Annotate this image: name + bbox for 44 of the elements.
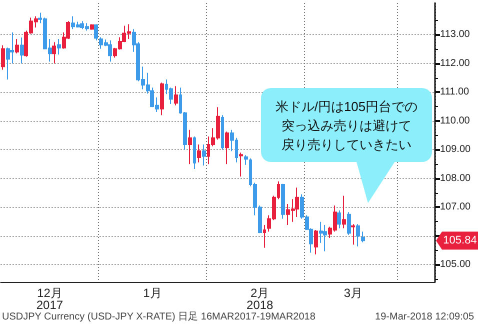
candlestick xyxy=(225,131,229,165)
candlestick xyxy=(323,224,327,252)
y-tick-label: 107.00 xyxy=(440,202,472,213)
candlestick xyxy=(281,183,285,220)
candlestick xyxy=(90,24,94,30)
text: 19-Mar-2018 12:09:05 xyxy=(375,312,474,322)
candlestick xyxy=(342,195,346,229)
candlestick xyxy=(202,144,206,166)
x-tick-label: 12月 2017 xyxy=(36,286,64,312)
candlestick xyxy=(57,38,61,55)
candlestick xyxy=(188,129,192,165)
text: USDJPY Currency (USD-JPY X-RATE) 日足 16MAR2017-19MAR2018 xyxy=(2,312,316,322)
candlestick xyxy=(263,224,266,248)
candlestick xyxy=(314,229,318,255)
y-tick-label: 111.00 xyxy=(440,86,470,98)
y-tick-label: 113.00 xyxy=(440,29,470,40)
candlestick xyxy=(221,114,224,150)
text: 105.84 xyxy=(443,234,477,247)
candlestick xyxy=(108,40,112,62)
candlestick xyxy=(351,224,355,246)
candlestick xyxy=(174,86,178,106)
x-tick-label: 2月 2018 xyxy=(246,286,274,312)
x-tick-label: 1月 xyxy=(143,286,162,300)
candlestick xyxy=(197,144,201,163)
candlestick xyxy=(337,210,341,229)
y-tick-label: 105.00 xyxy=(440,259,472,270)
candlestick xyxy=(347,212,351,236)
candlestick xyxy=(239,152,243,177)
candlestick xyxy=(356,224,360,247)
candlestick xyxy=(1,44,5,70)
candlestick xyxy=(244,154,248,166)
candlestick xyxy=(193,136,196,170)
candlestick xyxy=(94,24,98,41)
annotation: 米ドル/円は105円台での突っ込み売りは避けて戻り売りしていきたい xyxy=(274,98,419,152)
candlestick xyxy=(160,82,164,116)
candlestick xyxy=(20,37,24,64)
y-tick-label: 110.00 xyxy=(440,115,470,126)
y-tick-label: 112.00 xyxy=(440,58,470,69)
y-tick-label: 109.00 xyxy=(440,144,472,156)
candlestick xyxy=(15,38,19,54)
y-tick-label: 108.00 xyxy=(440,172,472,184)
candlestick xyxy=(361,231,365,243)
x-tick-label: 3月 xyxy=(344,286,363,300)
candlestick xyxy=(52,42,56,64)
